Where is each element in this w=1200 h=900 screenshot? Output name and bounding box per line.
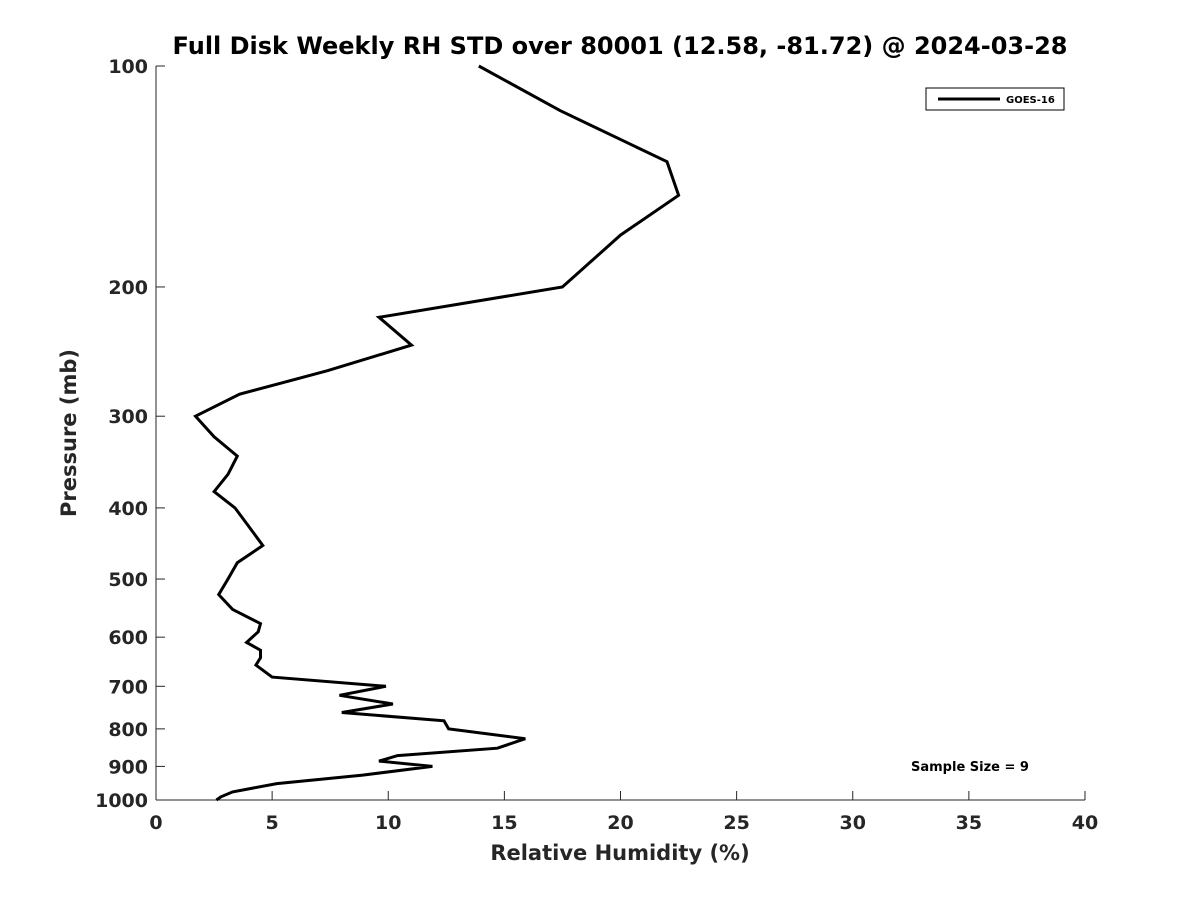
x-tick-label: 25 <box>723 812 749 834</box>
y-tick-label: 400 <box>108 498 148 520</box>
x-axis: 0 5 10 15 20 25 30 35 40 <box>149 791 1098 834</box>
chart-title: Full Disk Weekly RH STD over 80001 (12.5… <box>173 32 1068 60</box>
y-tick-label: 1000 <box>95 790 148 812</box>
plot-area <box>155 64 1085 802</box>
series-line-goes-16 <box>193 64 681 802</box>
y-tick-label: 500 <box>108 569 148 591</box>
x-tick-label: 35 <box>956 812 982 834</box>
y-tick-label: 800 <box>108 719 148 741</box>
x-tick-label: 30 <box>840 812 866 834</box>
x-tick-label: 5 <box>266 812 279 834</box>
x-tick-label: 0 <box>149 812 162 834</box>
legend: GOES-16 <box>925 87 1065 111</box>
y-tick-label: 600 <box>108 627 148 649</box>
x-tick-label: 10 <box>375 812 401 834</box>
y-tick-label: 700 <box>108 676 148 698</box>
x-tick-label: 15 <box>491 812 517 834</box>
y-axis-label: Pressure (mb) <box>57 349 81 517</box>
y-tick-label: 100 <box>108 56 148 78</box>
legend-entry-goes-16: GOES-16 <box>1006 95 1055 106</box>
sample-size-annotation: Sample Size = 9 <box>911 760 1029 775</box>
y-axis: 100 200 300 400 500 600 700 800 900 1000 <box>95 56 165 812</box>
y-tick-label: 900 <box>108 756 148 778</box>
y-tick-label: 300 <box>108 406 148 428</box>
x-axis-label: Relative Humidity (%) <box>490 841 749 865</box>
x-tick-label: 40 <box>1072 812 1098 834</box>
x-tick-label: 20 <box>607 812 633 834</box>
y-tick-label: 200 <box>108 277 148 299</box>
